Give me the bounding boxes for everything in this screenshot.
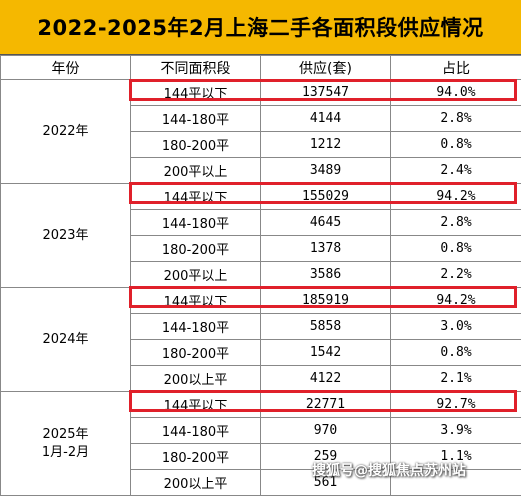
supply-cell: 1378 (261, 236, 391, 262)
size-cell: 200平以上 (131, 158, 261, 184)
share-cell: 2.8% (391, 106, 521, 132)
header-year: 年份 (1, 56, 131, 80)
size-cell: 200以上平 (131, 470, 261, 496)
supply-cell: 4645 (261, 210, 391, 236)
share-cell: 3.9% (391, 418, 521, 444)
supply-cell: 137547 (261, 80, 391, 106)
share-cell: 2.2% (391, 262, 521, 288)
share-cell: 0.8% (391, 340, 521, 366)
size-cell: 144-180平 (131, 418, 261, 444)
table-title: 2022-2025年2月上海二手各面积段供应情况 (0, 0, 521, 55)
supply-cell: 1212 (261, 132, 391, 158)
supply-cell: 4144 (261, 106, 391, 132)
share-cell: 0.8% (391, 236, 521, 262)
watermark: 搜狐号@搜狐焦点苏州站 (312, 460, 466, 480)
size-cell: 180-200平 (131, 132, 261, 158)
size-cell: 144平以下 (131, 184, 261, 210)
share-cell: 0.8% (391, 132, 521, 158)
supply-cell: 5858 (261, 314, 391, 340)
share-cell: 2.4% (391, 158, 521, 184)
share-cell: 94.0% (391, 80, 521, 106)
size-cell: 144-180平 (131, 210, 261, 236)
size-cell: 144平以下 (131, 80, 261, 106)
supply-cell: 3489 (261, 158, 391, 184)
share-cell: 2.8% (391, 210, 521, 236)
size-cell: 144-180平 (131, 106, 261, 132)
share-cell: 2.1% (391, 366, 521, 392)
header-size: 不同面积段 (131, 56, 261, 80)
header-supply: 供应(套) (261, 56, 391, 80)
size-cell: 200以上平 (131, 366, 261, 392)
supply-cell: 22771 (261, 392, 391, 418)
share-cell: 94.2% (391, 288, 521, 314)
year-cell: 2022年 (1, 80, 131, 184)
supply-cell: 155029 (261, 184, 391, 210)
size-cell: 180-200平 (131, 444, 261, 470)
supply-cell: 185919 (261, 288, 391, 314)
share-cell: 94.2% (391, 184, 521, 210)
size-cell: 200平以上 (131, 262, 261, 288)
year-cell: 2023年 (1, 184, 131, 288)
size-cell: 180-200平 (131, 236, 261, 262)
supply-cell: 1542 (261, 340, 391, 366)
size-cell: 144平以下 (131, 288, 261, 314)
year-cell: 2025年 1月-2月 (1, 392, 131, 496)
size-cell: 144平以下 (131, 392, 261, 418)
share-cell: 92.7% (391, 392, 521, 418)
year-cell: 2024年 (1, 288, 131, 392)
supply-cell: 970 (261, 418, 391, 444)
size-cell: 144-180平 (131, 314, 261, 340)
header-row: 年份 不同面积段 供应(套) 占比 (1, 56, 521, 80)
header-share: 占比 (391, 56, 521, 80)
supply-cell: 3586 (261, 262, 391, 288)
size-cell: 180-200平 (131, 340, 261, 366)
supply-cell: 4122 (261, 366, 391, 392)
share-cell: 3.0% (391, 314, 521, 340)
